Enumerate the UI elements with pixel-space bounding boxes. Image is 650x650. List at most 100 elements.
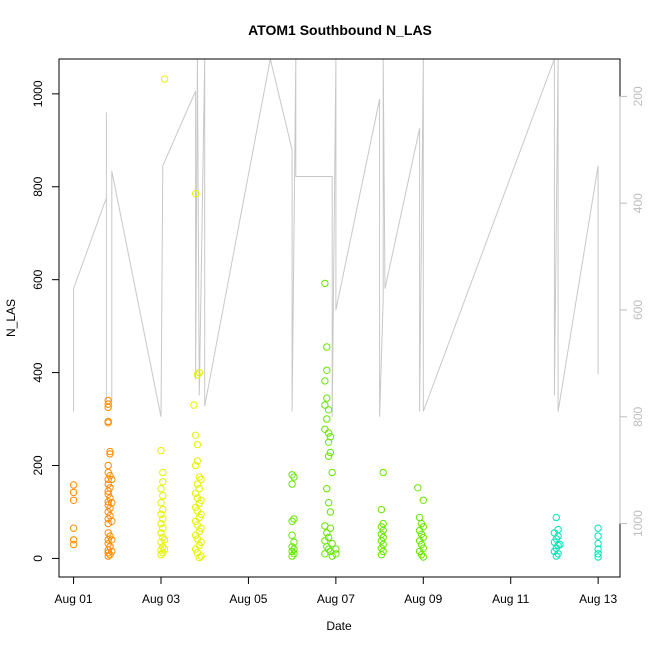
- data-point: [195, 473, 204, 481]
- data-point: [288, 517, 296, 525]
- y-axis: 0 200 400 600 800 1000: [31, 80, 60, 562]
- data-point: [104, 519, 112, 528]
- data-point: [157, 529, 165, 537]
- data-point: [556, 540, 564, 549]
- data-point: [104, 419, 112, 427]
- data-point: [104, 549, 112, 557]
- data-point: [108, 499, 116, 507]
- y-tick-label: 1000: [31, 80, 45, 107]
- data-point: [108, 517, 116, 525]
- data-point: [197, 552, 205, 560]
- data-point: [594, 545, 602, 553]
- data-point: [157, 446, 165, 455]
- data-point: [104, 475, 112, 484]
- data-point: [195, 553, 204, 562]
- x-tick-label: Aug 13: [579, 592, 617, 606]
- data-point: [415, 526, 424, 535]
- data-point: [321, 401, 329, 409]
- data-point: [321, 377, 329, 385]
- data-point: [288, 471, 296, 479]
- data-point: [290, 550, 298, 558]
- data-point: [415, 537, 424, 545]
- data-point: [323, 394, 331, 402]
- data-point: [69, 488, 78, 497]
- data-point: [324, 429, 333, 437]
- data-point: [332, 545, 340, 553]
- data-point: [160, 545, 169, 553]
- data-point: [552, 552, 560, 560]
- x-tick-label: Aug 07: [317, 592, 355, 606]
- data-point: [288, 547, 296, 556]
- data-point: [69, 540, 78, 549]
- y-tick-label: 400: [31, 362, 45, 382]
- data-point: [104, 396, 112, 405]
- data-point: [193, 440, 202, 449]
- data-point: [554, 550, 562, 558]
- data-point: [191, 517, 200, 525]
- data-point: [332, 550, 340, 558]
- data-point: [159, 549, 167, 557]
- data-point: [157, 499, 165, 507]
- y-axis-label: N_LAS: [4, 299, 18, 337]
- y-tick-label: 800: [31, 176, 45, 196]
- data-point: [324, 452, 333, 460]
- y-right-tick-label: 1000: [631, 510, 645, 537]
- data-point: [195, 499, 204, 508]
- data-point: [160, 536, 169, 544]
- data-point: [323, 485, 331, 493]
- data-point: [324, 406, 333, 414]
- data-point: [157, 551, 165, 559]
- data-point: [324, 438, 333, 446]
- data-point: [106, 494, 114, 502]
- y-right-tick-label: 800: [631, 406, 645, 426]
- data-point: [104, 487, 112, 495]
- data-point: [104, 403, 112, 412]
- data-point: [108, 475, 116, 484]
- data-point: [108, 536, 116, 544]
- data-point: [594, 532, 602, 540]
- data-point: [321, 425, 329, 433]
- data-point: [191, 531, 200, 539]
- data-point: [377, 551, 386, 559]
- data-point: [288, 552, 296, 560]
- data-point: [104, 536, 112, 544]
- plot-area: [58, 58, 621, 578]
- data-point: [160, 75, 169, 83]
- data-point: [324, 545, 333, 553]
- data-point: [290, 545, 298, 553]
- data-point: [106, 472, 114, 480]
- x-tick-label: Aug 09: [404, 592, 442, 606]
- y-axis-right: 200 400 600 800 1000: [619, 86, 645, 537]
- data-point: [321, 279, 329, 288]
- data-point: [326, 448, 335, 457]
- data-point: [594, 553, 602, 561]
- data-point: [193, 480, 202, 488]
- data-points: [69, 75, 602, 562]
- data-point: [323, 543, 331, 551]
- data-point: [195, 527, 204, 536]
- trace-lines: [73, 58, 599, 417]
- y-tick-label: 200: [31, 455, 45, 475]
- data-point: [191, 190, 200, 198]
- data-point: [159, 505, 167, 514]
- data-point: [190, 401, 198, 409]
- data-point: [288, 531, 296, 539]
- data-point: [379, 526, 387, 535]
- data-point: [157, 519, 165, 528]
- data-point: [550, 547, 559, 556]
- data-point: [157, 485, 165, 493]
- y-tick-label: 0: [31, 555, 45, 562]
- data-point: [104, 498, 112, 506]
- x-axis-label: Date: [326, 619, 352, 633]
- data-point: [288, 543, 296, 551]
- data-point: [191, 431, 200, 439]
- data-point: [377, 505, 386, 514]
- data-point: [69, 481, 78, 489]
- data-point: [104, 480, 112, 488]
- data-point: [108, 547, 116, 556]
- y-right-tick-label: 400: [631, 193, 645, 213]
- data-point: [414, 484, 422, 492]
- data-point: [323, 415, 331, 423]
- trace-line: [73, 58, 599, 417]
